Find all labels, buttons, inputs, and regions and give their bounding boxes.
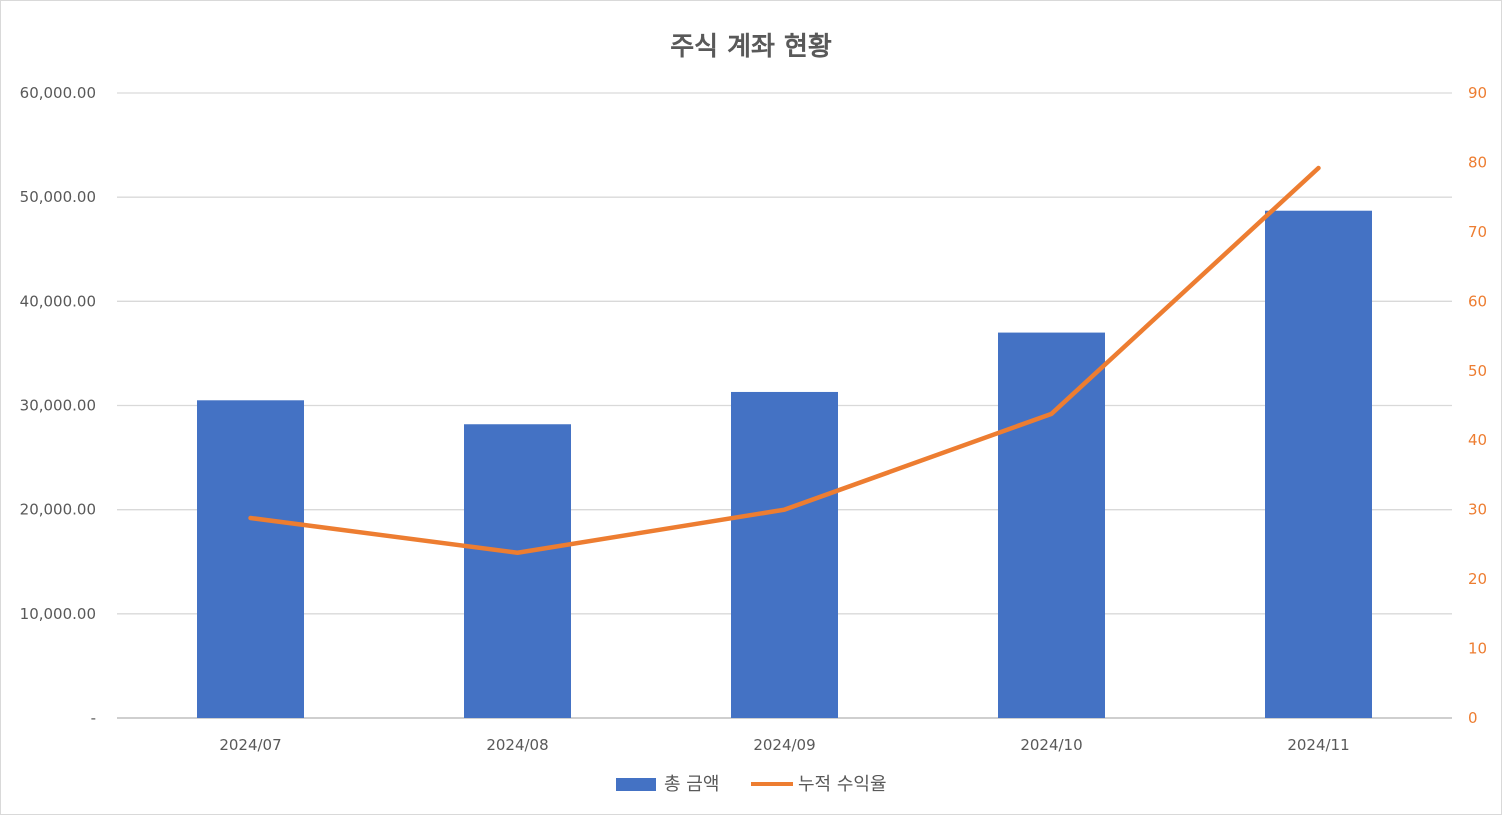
bar <box>464 424 571 718</box>
bar-series <box>197 211 1372 718</box>
legend-label-total-amount: 총 금액 <box>664 774 719 795</box>
left-tick-label: 60,000.00 <box>20 84 96 102</box>
bar <box>998 333 1105 718</box>
bar <box>1265 211 1372 718</box>
legend-swatch-total-amount <box>616 778 656 791</box>
right-tick-label: 0 <box>1468 709 1478 727</box>
x-tick-label: 2024/08 <box>486 736 548 754</box>
right-tick-label: 50 <box>1468 362 1487 380</box>
chart-title: 주식 계좌 현황 <box>670 32 832 62</box>
right-axis: 0 10 20 30 40 50 60 70 80 90 <box>1468 84 1487 727</box>
x-tick-label: 2024/09 <box>753 736 815 754</box>
x-tick-label: 2024/07 <box>219 736 281 754</box>
bar <box>197 400 304 718</box>
right-tick-label: 10 <box>1468 640 1487 658</box>
right-tick-label: 40 <box>1468 431 1487 449</box>
left-tick-label: 50,000.00 <box>20 188 96 206</box>
legend-label-cumulative-return: 누적 수익율 <box>798 774 887 795</box>
x-tick-label: 2024/10 <box>1020 736 1082 754</box>
right-tick-label: 90 <box>1468 84 1487 102</box>
left-tick-label: 20,000.00 <box>20 501 96 519</box>
left-tick-label: 40,000.00 <box>20 292 96 310</box>
left-tick-label: 10,000.00 <box>20 605 96 623</box>
left-axis: - 10,000.00 20,000.00 30,000.00 40,000.00 50,… <box>20 84 96 727</box>
legend: 총 금액 누적 수익율 <box>616 774 887 795</box>
right-tick-label: 60 <box>1468 292 1487 310</box>
bar <box>731 392 838 718</box>
x-tick-label: 2024/11 <box>1287 736 1349 754</box>
left-tick-label: - <box>91 709 96 727</box>
right-tick-label: 30 <box>1468 501 1487 519</box>
right-tick-label: 20 <box>1468 570 1487 588</box>
right-tick-label: 80 <box>1468 153 1487 171</box>
left-tick-label: 30,000.00 <box>20 397 96 415</box>
x-axis: 2024/07 2024/08 2024/09 2024/10 2024/11 <box>219 736 1349 754</box>
right-tick-label: 70 <box>1468 223 1487 241</box>
